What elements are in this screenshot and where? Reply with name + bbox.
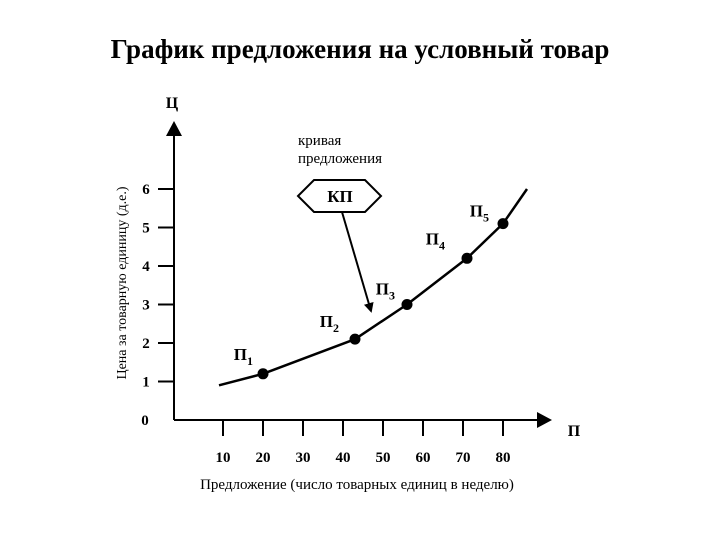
x-tick-label: 20	[256, 450, 271, 466]
supply-point-3	[401, 299, 413, 310]
supply-point-label-1: П1	[234, 345, 253, 368]
y-ticks: 1 2 3 4 5 6	[142, 182, 174, 391]
supply-point-label-3: П3	[376, 280, 395, 303]
supply-point-1	[257, 368, 269, 380]
y-tick-label: 2	[142, 336, 150, 352]
supply-point-label-2: П2	[320, 312, 339, 335]
y-tick-label: 1	[142, 375, 150, 391]
x-ticks: 10 20 30 40 50 60 70 80	[216, 420, 511, 466]
supply-points: П1 П2 П3 П4 П5	[234, 202, 509, 380]
x-tick-label: 40	[336, 450, 351, 466]
x-axis-title: Предложение (число товарных единиц в нед…	[200, 477, 514, 493]
y-axis-arrow	[166, 121, 182, 136]
curve-label: КП	[327, 187, 353, 206]
x-tick-label: 60	[416, 450, 431, 466]
curve-annotation-line-1: кривая	[298, 133, 341, 149]
x-tick-label: 80	[496, 450, 511, 466]
y-tick-label: 4	[142, 259, 150, 275]
y-axis-title: Цена за товарную единицу (д.е.)	[115, 186, 130, 379]
curve-label-hexagon	[296, 179, 383, 213]
supply-point-4	[461, 252, 473, 264]
supply-point-label-5: П5	[470, 202, 489, 225]
y-axis-letter: Ц	[166, 95, 179, 112]
chart-title: График предложения на условный товар	[110, 34, 610, 64]
supply-point-2	[349, 333, 361, 345]
x-axis-arrow	[537, 412, 552, 428]
x-axis-letter: П	[568, 423, 581, 440]
supply-point-label-4: П4	[426, 229, 445, 252]
x-tick-label: 50	[376, 450, 391, 466]
supply-point-5	[497, 218, 509, 230]
x-tick-label: 70	[456, 450, 471, 466]
y-tick-label: 6	[142, 182, 150, 198]
origin-label: 0	[141, 413, 149, 429]
curve-annotation-line-2: предложения	[298, 151, 382, 167]
x-tick-label: 10	[216, 450, 231, 466]
y-tick-label: 3	[142, 298, 150, 314]
x-tick-label: 30	[296, 450, 311, 466]
curve-pointer-arrow	[341, 211, 374, 313]
y-tick-label: 5	[142, 221, 150, 237]
